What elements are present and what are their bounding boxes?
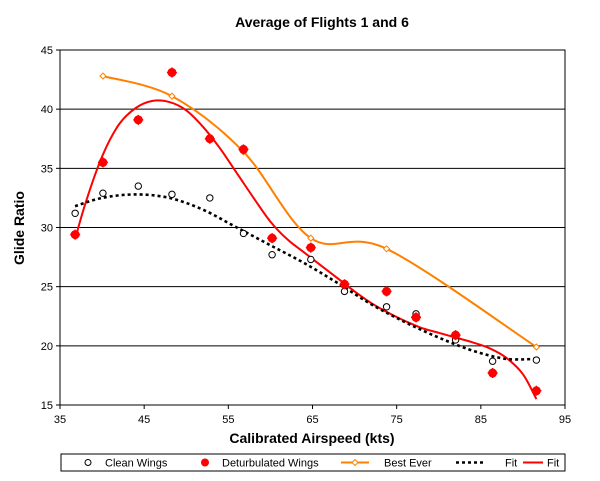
legend-label: Clean Wings [105, 458, 168, 470]
legend-swatch [84, 459, 92, 466]
data-point [204, 133, 215, 144]
data-point [382, 303, 391, 311]
x-tick-label: 45 [138, 414, 150, 426]
series-deturbulated-wings-points [70, 67, 542, 396]
data-point [488, 357, 497, 365]
data-point [531, 385, 542, 396]
data-point [70, 229, 81, 240]
y-tick-label: 40 [41, 104, 53, 116]
x-tick-label: 85 [475, 414, 487, 426]
legend-item-best-ever-line-markers: Best Ever [341, 458, 432, 470]
data-point [168, 92, 176, 100]
data-point [134, 182, 142, 190]
y-tick-label: 25 [41, 282, 53, 294]
legend-label: Deturbulated Wings [222, 458, 319, 470]
legend-frame [60, 453, 566, 472]
data-point [305, 242, 316, 253]
x-tick-label: 95 [559, 414, 571, 426]
data-point [532, 343, 541, 351]
data-point [133, 114, 144, 125]
y-tick-label: 35 [41, 163, 53, 175]
data-point [381, 286, 392, 297]
data-point [99, 189, 107, 197]
x-tick-label: 55 [222, 414, 234, 426]
data-point [238, 144, 249, 155]
x-tick-label: 35 [54, 414, 66, 426]
data-point [166, 67, 177, 78]
y-tick-label: 15 [41, 400, 53, 412]
legend-item-deturbulated-wings-points: Deturbulated Wings [201, 458, 319, 470]
data-point [99, 72, 107, 80]
x-tick-label: 75 [391, 414, 403, 426]
data-point [267, 233, 278, 244]
data-point [307, 255, 315, 264]
y-axis-title: Glide Ratio [11, 191, 27, 265]
legend-item-fit-line: Fit [456, 458, 517, 470]
data-point [206, 194, 214, 202]
legend-label: Fit [547, 458, 559, 470]
data-point [339, 279, 350, 290]
y-axis-ticks: 15 20 25 30 35 40 45 [41, 45, 60, 412]
y-tick-label: 45 [41, 45, 53, 57]
chart-title: Average of Flights 1 and 6 [235, 14, 409, 30]
legend: Clean Wings Deturbulated Wings Best Ever Fi… [60, 453, 566, 472]
y-tick-label: 30 [41, 223, 53, 235]
data-point [382, 245, 391, 253]
x-axis-title: Calibrated Airspeed (kts) [229, 430, 394, 446]
data-point [268, 251, 276, 259]
data-point [168, 190, 176, 199]
series-fit-line [74, 99, 538, 400]
data-point [307, 234, 315, 242]
data-point [239, 229, 248, 238]
x-tick-label: 65 [306, 414, 318, 426]
data-point [532, 356, 541, 364]
legend-item-clean-wings-points: Clean Wings [84, 458, 168, 470]
series-layer [70, 67, 542, 400]
data-point [71, 209, 79, 218]
series-line [74, 99, 538, 400]
data-point [487, 368, 498, 379]
legend-label: Best Ever [384, 458, 432, 470]
y-tick-label: 20 [41, 341, 53, 353]
data-point [411, 312, 422, 323]
legend-label: Fit [505, 458, 517, 470]
data-point [97, 157, 108, 168]
legend-item-fit-line: Fit [523, 458, 559, 470]
legend-swatch [201, 458, 209, 467]
legend-items: Clean Wings Deturbulated Wings Best Ever Fi… [84, 458, 559, 470]
data-point [450, 330, 461, 341]
x-axis-ticks: 35 45 55 65 75 85 95 [54, 405, 571, 426]
